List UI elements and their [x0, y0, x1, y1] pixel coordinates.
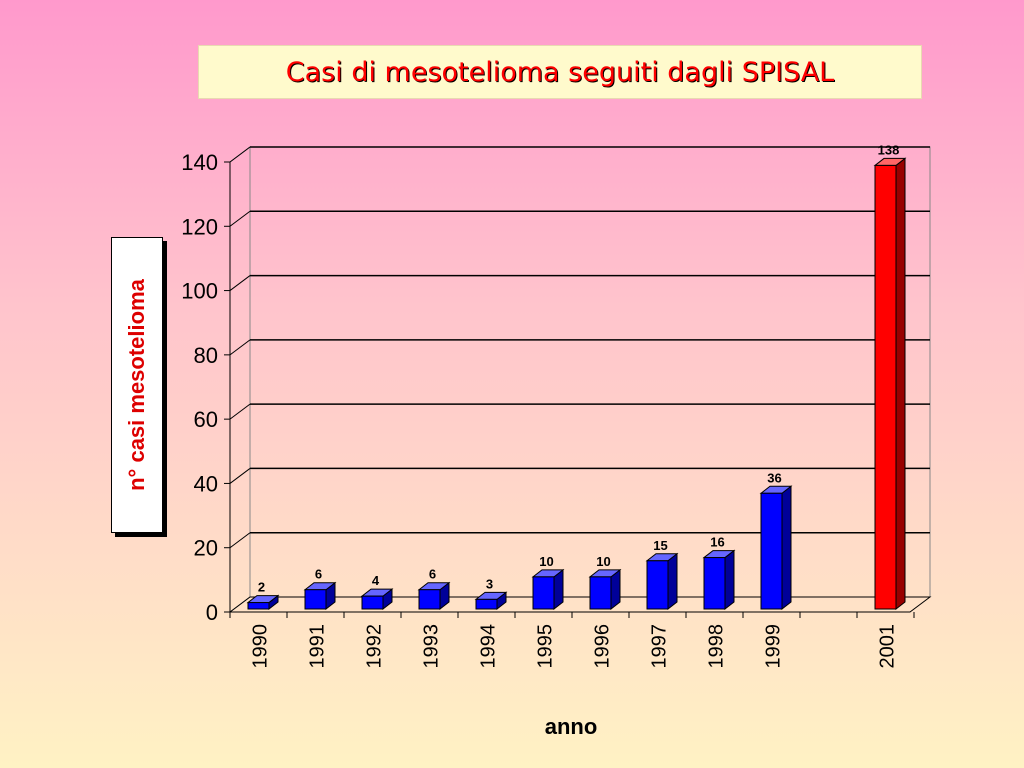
bar-front [532, 576, 555, 610]
bar-front [874, 164, 897, 610]
data-label: 10 [539, 554, 553, 569]
bar-front [475, 598, 498, 610]
bar-front [703, 557, 726, 610]
gridline-side [229, 403, 251, 420]
x-tick-label: 1992 [364, 624, 386, 669]
bar-1990 [246, 594, 280, 611]
chart-title: Casi di mesotelioma seguiti dagli SPISAL [285, 56, 835, 88]
y-tick-label: 0 [206, 600, 218, 625]
y-tick-label: 100 [181, 279, 218, 304]
bar-front [361, 595, 384, 610]
x-tick-label: 1996 [592, 624, 614, 669]
gridline-side [229, 210, 251, 227]
bars-layer [246, 157, 907, 611]
gridline-side [229, 146, 251, 163]
x-tick-label: 1993 [421, 624, 443, 669]
bar-2001 [873, 157, 907, 611]
bar-1997 [645, 552, 679, 611]
data-label: 6 [429, 567, 436, 582]
x-tick-label: 1995 [535, 624, 557, 669]
bar-side [667, 552, 678, 611]
bar-front [418, 589, 441, 610]
x-tick-label: 1999 [763, 624, 785, 669]
bar-1996 [588, 568, 622, 611]
y-tick-label: 60 [194, 407, 218, 432]
y-tick-label: 20 [194, 536, 218, 561]
gridline-side [229, 468, 251, 484]
bar-front [589, 576, 612, 610]
x-tick-label: 1997 [649, 624, 671, 669]
labels-layer: 0 20 40 60 80 100 120 140 2 1990 6 1991 4 1992 6 1993 3 1… [181, 142, 899, 668]
data-label: 3 [486, 576, 493, 591]
bar-1998 [702, 549, 736, 611]
gridline-side [229, 339, 251, 356]
bar-1992 [360, 588, 394, 611]
y-tick-label: 80 [194, 343, 218, 368]
grid-layer [224, 146, 932, 618]
bar-1999 [759, 485, 793, 611]
x-tick-label: 1990 [250, 624, 272, 669]
x-tick-label: 2001 [877, 624, 899, 669]
x-tick-label: 1994 [478, 624, 500, 669]
bar-side [724, 549, 735, 611]
data-label: 15 [653, 538, 667, 553]
bar-front [760, 492, 783, 610]
y-tick-label: 140 [181, 150, 218, 175]
data-label: 16 [710, 535, 724, 550]
bar-1991 [303, 581, 337, 611]
x-tick-label: 1998 [706, 624, 728, 669]
bar-side [895, 157, 906, 611]
bar-front [646, 560, 669, 610]
bar-front [247, 602, 270, 610]
bar-side [781, 485, 792, 611]
bar-front [304, 589, 327, 610]
chart-title-box: Casi di mesotelioma seguiti dagli SPISAL [198, 45, 922, 99]
bar-1995 [531, 568, 565, 611]
bar-1994 [474, 591, 508, 611]
gridline-side [229, 532, 251, 549]
y-tick-label: 40 [194, 471, 218, 496]
x-axis-label: anno [545, 714, 598, 739]
back-wall [249, 146, 931, 598]
data-label: 4 [372, 573, 380, 588]
data-label: 10 [596, 554, 610, 569]
gridline-side [229, 275, 251, 291]
data-label: 2 [258, 580, 265, 595]
data-label: 6 [315, 567, 322, 582]
bar-1993 [417, 581, 451, 611]
x-tick-label: 1991 [307, 624, 329, 669]
data-label: 138 [878, 142, 900, 157]
y-axis-label-box: n° casi mesotelioma [111, 237, 163, 533]
y-tick-label: 120 [181, 214, 218, 239]
side-wall [229, 146, 251, 613]
data-label: 36 [767, 470, 781, 485]
